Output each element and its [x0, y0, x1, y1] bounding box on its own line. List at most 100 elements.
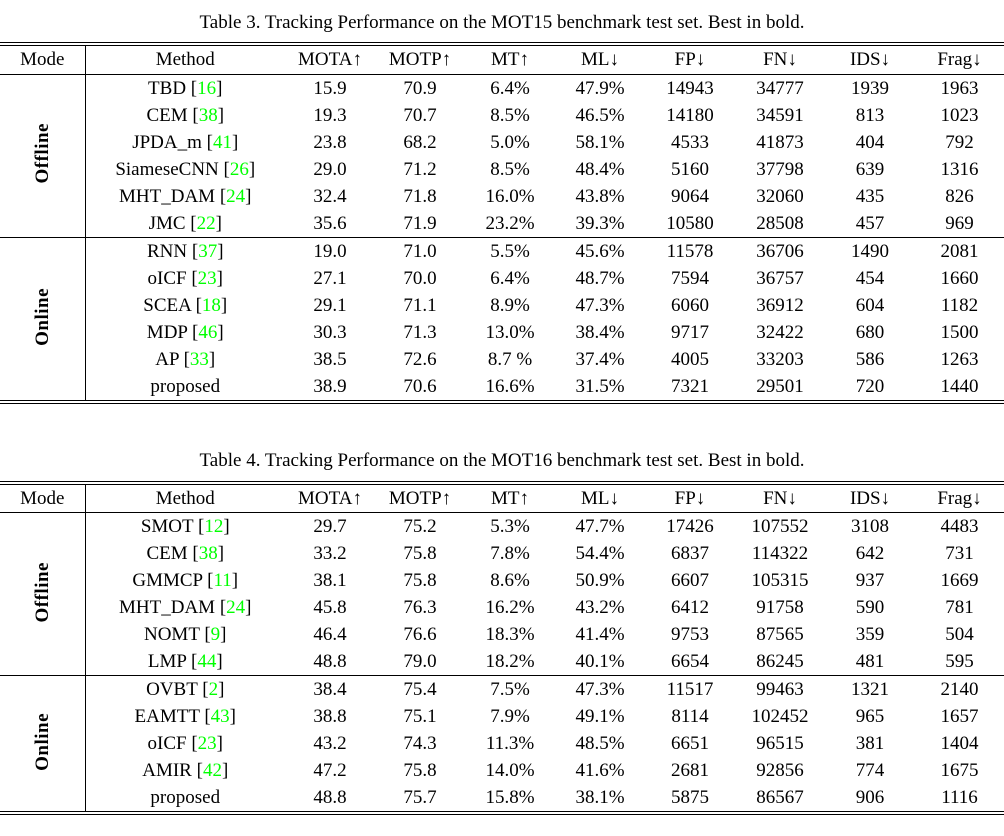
metric-value: 8.9% — [490, 294, 530, 316]
citation-link[interactable]: 26 — [229, 158, 249, 180]
metric-value: 6.4% — [490, 267, 530, 289]
metric-value: 16.0% — [485, 185, 535, 207]
metric-value: 75.1 — [403, 706, 437, 727]
citation-link[interactable]: 24 — [226, 185, 246, 207]
column-header: Frag↓ — [937, 487, 982, 509]
metric-value: 6060 — [671, 294, 709, 316]
metric-value: 14180 — [666, 104, 714, 126]
table-row: LMP [44] 48.8 79.0 18.2% 40.1% 6654 86245 481 59… — [0, 648, 1004, 676]
metric-value: 813 — [855, 104, 885, 126]
table-row: proposed 38.9 70.6 16.6% 31.5% 7321 29501 720 14… — [0, 373, 1004, 402]
citation-link[interactable]: 9 — [210, 624, 221, 645]
metric-value: 14.0% — [485, 760, 535, 781]
citation-link[interactable]: 18 — [201, 294, 221, 316]
metric-value: 18.3% — [485, 624, 535, 645]
table-row: AMIR [42] 47.2 75.8 14.0% 41.6% 2681 92856 774 1… — [0, 757, 1004, 784]
column-header: FP↓ — [674, 487, 706, 509]
metric-value: 79.0 — [403, 651, 437, 672]
metric-value: 38.8 — [313, 706, 347, 727]
citation-link[interactable]: 23 — [197, 733, 217, 754]
table-caption: Table 4. Tracking Performance on the MOT… — [199, 449, 805, 471]
metric-value: 50.9% — [575, 570, 625, 591]
mode-label: Offline — [31, 561, 53, 623]
citation-link[interactable]: 11 — [213, 570, 232, 591]
method-name: AMIR — [142, 760, 192, 781]
metric-value: 75.8 — [403, 570, 437, 591]
metric-value: 680 — [855, 321, 885, 343]
method-name: oICF — [147, 733, 187, 754]
metric-value: 359 — [855, 624, 885, 645]
metric-value: 47.7% — [575, 516, 625, 537]
metric-value: 48.8 — [313, 787, 347, 808]
metric-value: 48.4% — [575, 158, 625, 180]
citation-link[interactable]: 43 — [210, 706, 230, 727]
citation-link[interactable]: 24 — [226, 597, 246, 618]
column-header: MT↑ — [491, 487, 529, 509]
metric-value: 86245 — [756, 651, 804, 672]
metric-value: 1023 — [940, 104, 979, 126]
metric-value: 16.6% — [485, 375, 535, 397]
method-cell: JPDA_m [41] — [132, 131, 239, 153]
citation-link[interactable]: 37 — [198, 240, 218, 262]
metric-value: 1675 — [940, 760, 979, 781]
metric-value: 47.2 — [313, 760, 347, 781]
method-name: SiameseCNN — [115, 158, 219, 180]
table-row: EAMTT [43] 38.8 75.1 7.9% 49.1% 8114 102452 965… — [0, 703, 1004, 730]
metric-value: 826 — [945, 185, 974, 207]
metric-value: 36706 — [756, 240, 804, 262]
table-row: Online OVBT [2] 38.4 75.4 7.5% 47.3% 11517 9946… — [0, 675, 1004, 813]
citation-link[interactable]: 23 — [197, 267, 217, 289]
citation-link[interactable]: 38 — [198, 104, 218, 126]
metric-value: 39.3% — [575, 212, 625, 234]
metric-value: 774 — [855, 760, 885, 781]
metric-value: 48.7% — [575, 267, 625, 289]
metric-value: 4005 — [671, 348, 709, 370]
citation-link[interactable]: 22 — [196, 212, 216, 234]
metric-value: 71.9 — [403, 212, 437, 234]
method-name: MHT_DAM — [119, 185, 216, 207]
metric-value: 38.5 — [313, 348, 347, 370]
table-row: Offline SMOT [12] 29.7 75.2 5.3% 47.7% 17426 10… — [0, 512, 1004, 676]
metric-value: 1963 — [940, 77, 979, 99]
header-row: Mode Method MOTA↑ MOTP↑ MT↑ ML↓ FP↓ FN↓ IDS↓ Frag… — [0, 482, 1004, 513]
citation-link[interactable]: 2 — [208, 679, 219, 700]
method-cell: SiameseCNN [26] — [115, 158, 256, 180]
metric-value: 11.3% — [485, 733, 535, 754]
method-cell: MDP [46] — [146, 321, 224, 343]
table-row: oICF [23] 43.2 74.3 11.3% 48.5% 6651 96515 381 1… — [0, 730, 1004, 757]
method-cell: SCEA [18] — [143, 294, 228, 316]
table-row: SiameseCNN [26] 29.0 71.2 8.5% 48.4% 5160 3779… — [0, 156, 1004, 183]
metric-value: 1182 — [940, 294, 979, 316]
method-name: NOMT — [143, 624, 200, 645]
citation-link[interactable]: 42 — [202, 760, 222, 781]
metric-value: 481 — [855, 651, 885, 672]
paper-page: Table 3. Tracking Performance on the MOT… — [0, 12, 1004, 815]
metric-value: 70.9 — [403, 77, 437, 99]
citation-link[interactable]: 46 — [198, 321, 218, 343]
metric-value: 1440 — [940, 375, 979, 397]
method-name: proposed — [150, 375, 221, 397]
metric-value: 29.0 — [313, 158, 347, 180]
metric-value: 43.8% — [575, 185, 625, 207]
citation-link[interactable]: 12 — [204, 516, 224, 537]
metric-value: 504 — [945, 624, 974, 645]
citation-link[interactable]: 44 — [197, 651, 217, 672]
citation-link[interactable]: 38 — [198, 543, 218, 564]
mode-cell: Online — [0, 675, 86, 813]
metric-value: 6654 — [671, 651, 709, 672]
metric-value: 4533 — [671, 131, 709, 153]
metric-value: 96515 — [756, 733, 804, 754]
metric-value: 1660 — [940, 267, 979, 289]
table-row: GMMCP [11] 38.1 75.8 8.6% 50.9% 6607 105315 937… — [0, 567, 1004, 594]
metric-value: 70.0 — [403, 267, 437, 289]
column-header: MOTA↑ — [298, 49, 362, 71]
citation-link[interactable]: 41 — [212, 131, 232, 153]
citation-link[interactable]: 33 — [189, 348, 209, 370]
metric-value: 14943 — [666, 77, 714, 99]
method-cell: OVBT [2] — [146, 679, 225, 700]
metric-value: 1263 — [940, 348, 979, 370]
citation-link[interactable]: 16 — [197, 77, 217, 99]
header-row: Mode Method MOTA↑ MOTP↑ MT↑ ML↓ FP↓ FN↓ IDS↓ Frag… — [0, 44, 1004, 74]
metric-value: 11578 — [666, 240, 714, 262]
column-header: MOTP↑ — [388, 49, 452, 71]
